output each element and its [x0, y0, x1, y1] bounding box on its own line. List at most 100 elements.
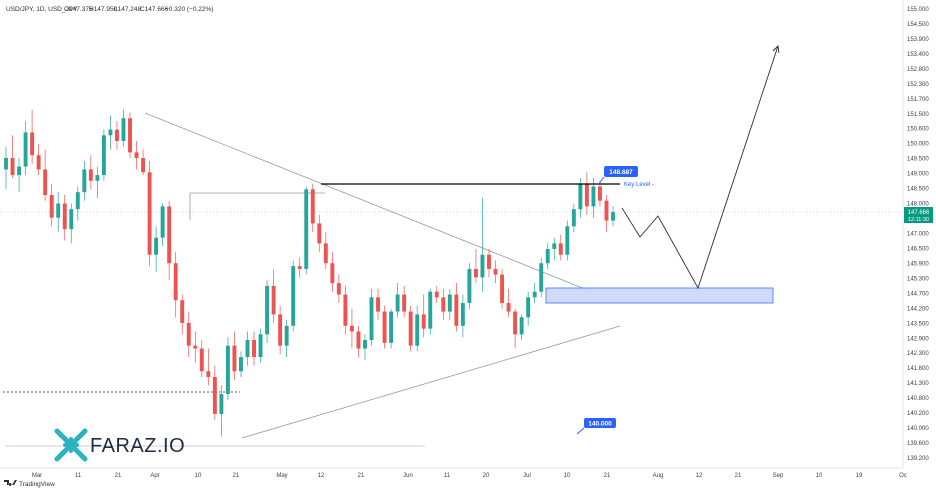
demand-zone[interactable]: [545, 287, 774, 304]
candle[interactable]: [173, 251, 178, 318]
candle[interactable]: [30, 109, 35, 164]
time-axis[interactable]: Mar 11 21 Apr 10 21 May 12 21 Jun 11 20 Jul 10 21 Aug 12…: [32, 473, 907, 479]
candle[interactable]: [114, 121, 119, 150]
candle[interactable]: [43, 149, 48, 201]
candle[interactable]: [291, 260, 296, 332]
candle[interactable]: [101, 129, 106, 181]
candle[interactable]: [382, 305, 387, 349]
candle[interactable]: [56, 192, 61, 232]
candle[interactable]: [128, 112, 132, 159]
candle[interactable]: [323, 231, 328, 269]
candle[interactable]: [584, 172, 589, 215]
candle[interactable]: [252, 331, 256, 366]
candle[interactable]: [408, 305, 413, 352]
candle[interactable]: [428, 288, 433, 335]
candle[interactable]: [154, 226, 159, 272]
candle[interactable]: [186, 311, 191, 358]
candle[interactable]: [75, 186, 80, 221]
candle[interactable]: [526, 291, 531, 326]
candle[interactable]: [460, 294, 465, 338]
candle[interactable]: [389, 308, 394, 349]
candle[interactable]: [480, 197, 485, 292]
candle[interactable]: [265, 280, 270, 343]
candle[interactable]: [402, 285, 407, 318]
candle[interactable]: [545, 243, 550, 269]
candle[interactable]: [310, 183, 315, 232]
projection-path[interactable]: [621, 45, 779, 290]
candle[interactable]: [284, 320, 289, 358]
candle[interactable]: [95, 166, 100, 198]
candle[interactable]: [17, 158, 22, 193]
candle[interactable]: [611, 206, 615, 227]
candle[interactable]: [356, 325, 361, 358]
candle[interactable]: [500, 268, 505, 309]
candle[interactable]: [558, 234, 563, 261]
candle[interactable]: [487, 249, 491, 278]
candle[interactable]: [10, 135, 15, 178]
candle[interactable]: [317, 214, 322, 252]
candle[interactable]: [206, 348, 211, 386]
candle[interactable]: [82, 160, 87, 201]
candle[interactable]: [232, 331, 237, 380]
resistance-bracket[interactable]: [189, 192, 325, 220]
candle[interactable]: [121, 109, 126, 147]
last-price-label[interactable]: 147.666 12:11:30: [904, 207, 933, 223]
candle[interactable]: [62, 195, 67, 241]
ascending-trendline[interactable]: [241, 325, 621, 439]
candle[interactable]: [180, 294, 185, 335]
candle[interactable]: [604, 195, 609, 232]
candle[interactable]: [395, 283, 400, 318]
descending-trendline[interactable]: [144, 112, 591, 292]
candle[interactable]: [239, 351, 243, 377]
candle[interactable]: [330, 251, 335, 292]
candle[interactable]: [147, 160, 152, 267]
candle[interactable]: [4, 146, 8, 190]
candle[interactable]: [69, 203, 74, 244]
candle[interactable]: [565, 220, 570, 261]
candle[interactable]: [23, 121, 28, 176]
candle[interactable]: [343, 285, 348, 335]
candle[interactable]: [199, 340, 204, 377]
candle[interactable]: [369, 288, 374, 346]
candle[interactable]: [506, 288, 511, 318]
candle[interactable]: [571, 203, 576, 232]
candle[interactable]: [297, 257, 302, 278]
candle[interactable]: [245, 331, 250, 366]
candle[interactable]: [363, 334, 367, 360]
candle[interactable]: [513, 308, 518, 349]
candle[interactable]: [193, 331, 198, 363]
candle[interactable]: [597, 180, 602, 207]
candle[interactable]: [225, 337, 230, 400]
candle[interactable]: [447, 288, 452, 321]
price-axis[interactable]: 155.000 154.500 153.900 153.400 152.800 152.3…: [907, 7, 929, 462]
candle[interactable]: [49, 183, 54, 227]
candle[interactable]: [36, 143, 41, 176]
candle[interactable]: [467, 263, 472, 309]
candle[interactable]: [532, 283, 537, 304]
candle[interactable]: [493, 260, 498, 284]
target-badge[interactable]: 140.000: [584, 418, 616, 428]
candle[interactable]: [141, 149, 146, 176]
candle[interactable]: [421, 294, 426, 338]
candle[interactable]: [271, 268, 276, 323]
candle[interactable]: [304, 186, 309, 275]
candle[interactable]: [219, 385, 224, 437]
candle[interactable]: [212, 365, 217, 420]
candle[interactable]: [519, 314, 524, 341]
candle[interactable]: [349, 308, 354, 349]
candle[interactable]: [552, 237, 557, 261]
candle[interactable]: [473, 249, 478, 284]
candle[interactable]: [258, 328, 263, 363]
candle[interactable]: [167, 200, 172, 281]
candle[interactable]: [88, 155, 93, 190]
candle[interactable]: [108, 115, 113, 150]
candle[interactable]: [441, 288, 446, 321]
candle[interactable]: [160, 203, 165, 247]
candle[interactable]: [415, 305, 420, 352]
candle[interactable]: [454, 283, 459, 332]
key-level-badge[interactable]: 148.687: [604, 166, 638, 177]
candle[interactable]: [278, 305, 283, 355]
candle[interactable]: [134, 140, 139, 170]
candle[interactable]: [434, 285, 439, 304]
